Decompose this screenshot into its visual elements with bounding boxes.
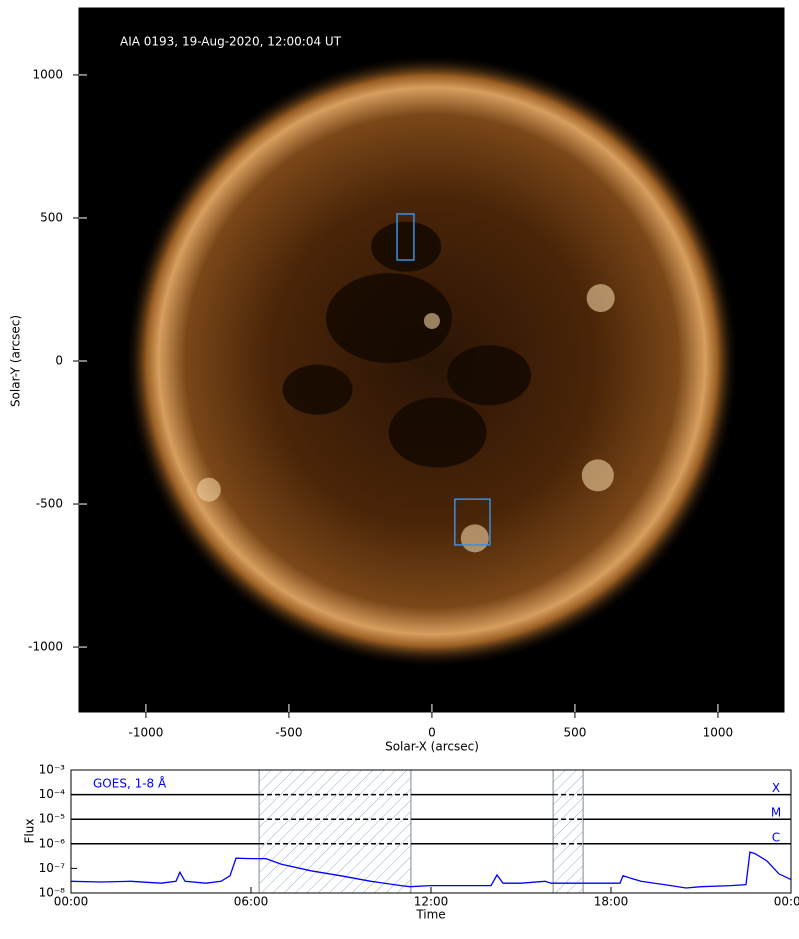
y-tick-label: 10⁻³ bbox=[39, 763, 66, 777]
coronal-hole bbox=[371, 221, 442, 272]
coronal-hole bbox=[388, 397, 487, 468]
shaded-interval bbox=[552, 769, 584, 894]
y-tick-label: 10⁻⁴ bbox=[39, 787, 66, 801]
goes-background bbox=[71, 770, 791, 893]
active-region bbox=[460, 524, 489, 553]
x-tick-label: 18:00 bbox=[594, 895, 629, 909]
y-tick-label: 500 bbox=[40, 210, 63, 224]
x-tick-label: 1000 bbox=[703, 726, 734, 740]
image-title: AIA 0193, 19-Aug-2020, 12:00:04 UT bbox=[120, 35, 342, 49]
coronal-hole bbox=[326, 273, 453, 364]
solar-disk bbox=[157, 87, 706, 635]
y-tick-label: -1000 bbox=[28, 640, 63, 654]
coronal-hole bbox=[447, 345, 532, 406]
x-axis-label: Time bbox=[415, 908, 445, 922]
x-tick-label: 00:00 bbox=[774, 895, 799, 909]
x-tick-label: 0 bbox=[428, 726, 436, 740]
y-tick-label: 10⁻⁷ bbox=[39, 861, 66, 875]
flux-line bbox=[70, 851, 792, 889]
y-tick-label: -500 bbox=[36, 497, 63, 511]
region-box bbox=[396, 213, 415, 261]
y-tick-label: 1000 bbox=[32, 67, 63, 81]
y-tick-label: 10⁻⁸ bbox=[39, 886, 66, 900]
x-tick-label: 00:00 bbox=[54, 895, 89, 909]
flare-class-label: X bbox=[772, 781, 780, 795]
y-axis-label: Solar-Y (arcsec) bbox=[9, 315, 23, 407]
active-region bbox=[196, 477, 221, 502]
x-tick-label: 12:00 bbox=[414, 895, 449, 909]
goes-title: GOES, 1-8 Å bbox=[93, 776, 167, 791]
y-tick-label: 10⁻⁵ bbox=[39, 812, 66, 826]
x-tick-label: -500 bbox=[275, 726, 302, 740]
flare-class-label: C bbox=[772, 830, 780, 844]
x-tick-label: -1000 bbox=[128, 726, 163, 740]
x-tick-label: 500 bbox=[563, 726, 586, 740]
solar-image bbox=[125, 54, 739, 668]
coronal-hole bbox=[282, 364, 353, 415]
y-tick-label: 10⁻⁶ bbox=[39, 836, 66, 850]
x-axis-label: Solar-X (arcsec) bbox=[385, 740, 479, 754]
active-region bbox=[586, 284, 615, 313]
y-axis-label: Flux bbox=[23, 819, 37, 844]
x-tick-label: 06:00 bbox=[234, 895, 269, 909]
y-tick-label: 0 bbox=[55, 354, 63, 368]
active-region bbox=[423, 312, 440, 329]
active-region bbox=[581, 459, 614, 492]
region-box bbox=[454, 498, 491, 546]
flare-class-label: M bbox=[771, 806, 781, 820]
shaded-interval bbox=[258, 769, 412, 894]
